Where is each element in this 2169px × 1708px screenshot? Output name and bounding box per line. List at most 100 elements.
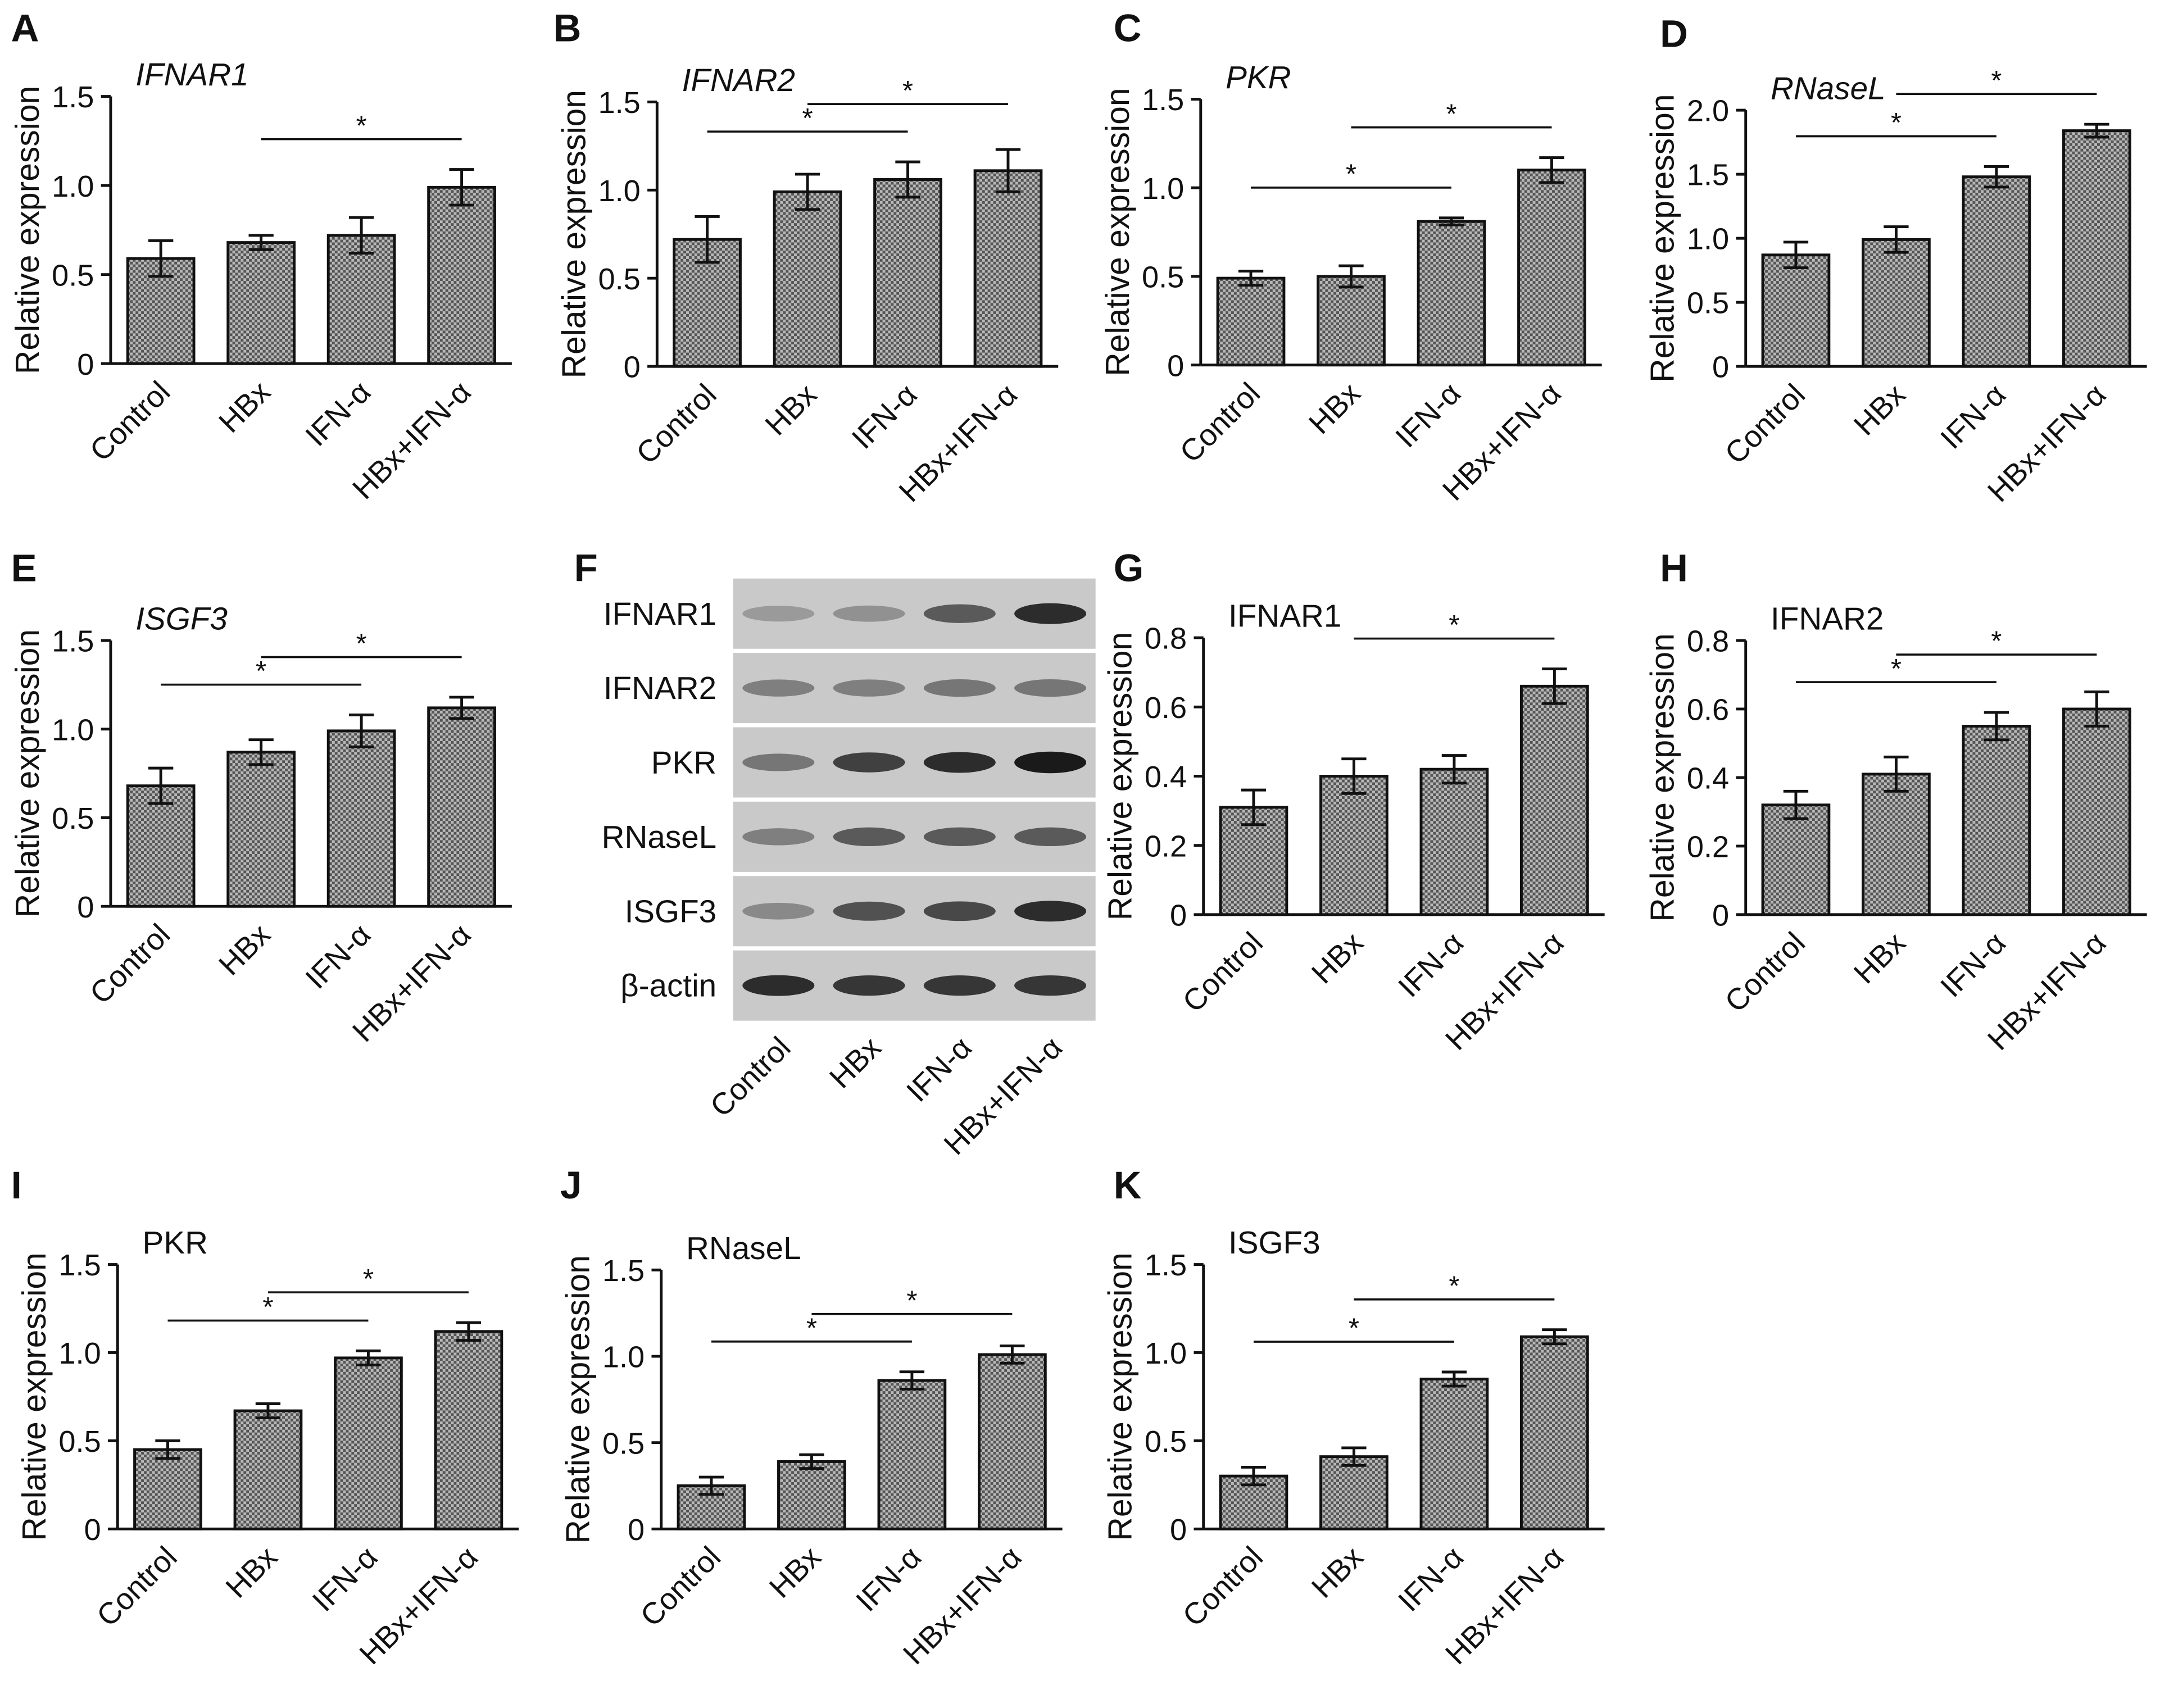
blot-row-label: PKR xyxy=(651,745,716,780)
x-tick-label: IFN-α xyxy=(299,375,377,452)
chart-title: PKR xyxy=(1226,60,1291,95)
chart-title: PKR xyxy=(143,1225,208,1260)
bar xyxy=(326,729,396,908)
x-tick-label: Control xyxy=(83,917,176,1010)
x-tick-label: HBx xyxy=(763,1540,828,1604)
x-tick-label: HBx xyxy=(823,1030,888,1094)
blot-band xyxy=(923,604,996,623)
panel-label: A xyxy=(11,7,39,50)
panel-label: H xyxy=(1660,547,1688,590)
significance-label: * xyxy=(1891,654,1902,684)
bar xyxy=(226,751,296,908)
panel-label: G xyxy=(1114,547,1144,590)
x-tick-label: Control xyxy=(90,1540,184,1633)
chart-title: RNaseL xyxy=(686,1230,801,1266)
x-tick-label: Control xyxy=(1176,926,1269,1019)
blot-row-label: RNaseL xyxy=(602,819,717,855)
blot-band xyxy=(742,606,815,622)
y-tick-label: 0 xyxy=(1712,899,1729,933)
x-tick-label: IFN-α xyxy=(1392,926,1470,1003)
y-tick-label: 0 xyxy=(77,348,94,381)
x-tick-label: IFN-α xyxy=(299,917,377,995)
x-tick-label: Control xyxy=(630,378,723,470)
x-tick-label: HBx xyxy=(1305,926,1370,990)
blot-band xyxy=(742,902,815,920)
bar xyxy=(427,706,496,908)
blot-band xyxy=(833,679,905,697)
bar xyxy=(326,234,396,365)
y-tick-label: 0.5 xyxy=(1142,261,1184,294)
y-tick-label: 0.6 xyxy=(1687,693,1729,727)
y-tick-label: 1.0 xyxy=(1687,222,1729,256)
x-tick-label: HBx xyxy=(219,1540,284,1604)
y-tick-label: 0.4 xyxy=(1145,760,1187,794)
bar xyxy=(233,1409,303,1530)
y-tick-label: 0.4 xyxy=(1687,762,1729,796)
y-axis-label: Relative expression xyxy=(560,1255,597,1543)
x-tick-label: HBx xyxy=(212,375,277,439)
blot-band xyxy=(833,605,905,622)
bar xyxy=(1419,1378,1489,1530)
y-tick-label: 1.0 xyxy=(58,1337,101,1370)
y-tick-label: 0.2 xyxy=(1145,829,1187,863)
significance-label: * xyxy=(356,629,367,659)
x-tick-label: IFN-α xyxy=(306,1540,384,1618)
significance-label: * xyxy=(1991,626,2002,657)
panel-label: K xyxy=(1114,1164,1142,1207)
y-tick-label: 1.0 xyxy=(52,170,94,203)
chart-title: ISGF3 xyxy=(1228,1225,1321,1260)
y-axis-label: Relative expression xyxy=(1100,88,1136,376)
y-axis-label: Relative expression xyxy=(1102,1252,1139,1541)
y-axis-label: Relative expression xyxy=(1645,94,1681,382)
x-tick-label: Control xyxy=(1173,376,1267,469)
y-axis-label: Relative expression xyxy=(556,90,592,378)
y-tick-label: 1.5 xyxy=(58,1248,101,1282)
x-tick-label: HBx xyxy=(1305,1540,1370,1604)
chart-title: ISGF3 xyxy=(135,601,228,636)
blot-band xyxy=(1014,603,1087,624)
significance-label: * xyxy=(806,1313,817,1343)
bar xyxy=(2062,707,2131,916)
blot-band xyxy=(742,679,815,697)
blot-band xyxy=(923,901,996,921)
significance-label: * xyxy=(802,103,813,134)
x-tick-label: IFN-α xyxy=(1389,376,1467,454)
blot-row-label: IFNAR1 xyxy=(603,596,716,632)
y-tick-label: 1.5 xyxy=(1145,1248,1187,1282)
y-tick-label: 0.5 xyxy=(1687,287,1729,320)
blot-band xyxy=(1014,975,1087,996)
y-tick-label: 0.5 xyxy=(52,258,94,292)
y-tick-label: 1.5 xyxy=(52,80,94,114)
x-tick-label: HBx xyxy=(759,378,823,442)
y-tick-label: 0.8 xyxy=(1145,622,1187,656)
y-axis-label: Relative expression xyxy=(16,1252,53,1541)
blot-band xyxy=(1014,679,1087,697)
y-tick-label: 0.6 xyxy=(1145,691,1187,725)
y-tick-label: 0.5 xyxy=(58,1425,101,1459)
panel-label: C xyxy=(1114,7,1142,50)
y-tick-label: 0.5 xyxy=(598,262,641,296)
bar xyxy=(226,241,296,365)
y-axis-label: Relative expression xyxy=(10,86,46,374)
x-tick-label: HBx xyxy=(1848,378,1912,442)
bar xyxy=(126,784,196,908)
blot-band xyxy=(923,752,996,773)
blot-band xyxy=(923,975,996,996)
bar xyxy=(1216,276,1286,367)
x-tick-label: Control xyxy=(1718,378,1812,470)
x-tick-label: HBx xyxy=(1303,376,1367,440)
blot-band xyxy=(742,753,815,771)
bar xyxy=(873,178,942,368)
chart-title: IFNAR1 xyxy=(1228,598,1341,634)
x-tick-label: HBx xyxy=(1848,926,1912,990)
y-tick-label: 1.0 xyxy=(602,1341,645,1374)
panel-label: F xyxy=(574,547,598,590)
blot-band xyxy=(833,827,905,847)
bar xyxy=(1761,803,1831,916)
y-tick-label: 0.2 xyxy=(1687,830,1729,864)
significance-label: * xyxy=(363,1264,374,1294)
bar xyxy=(1520,1335,1589,1530)
y-tick-label: 0 xyxy=(84,1513,101,1547)
